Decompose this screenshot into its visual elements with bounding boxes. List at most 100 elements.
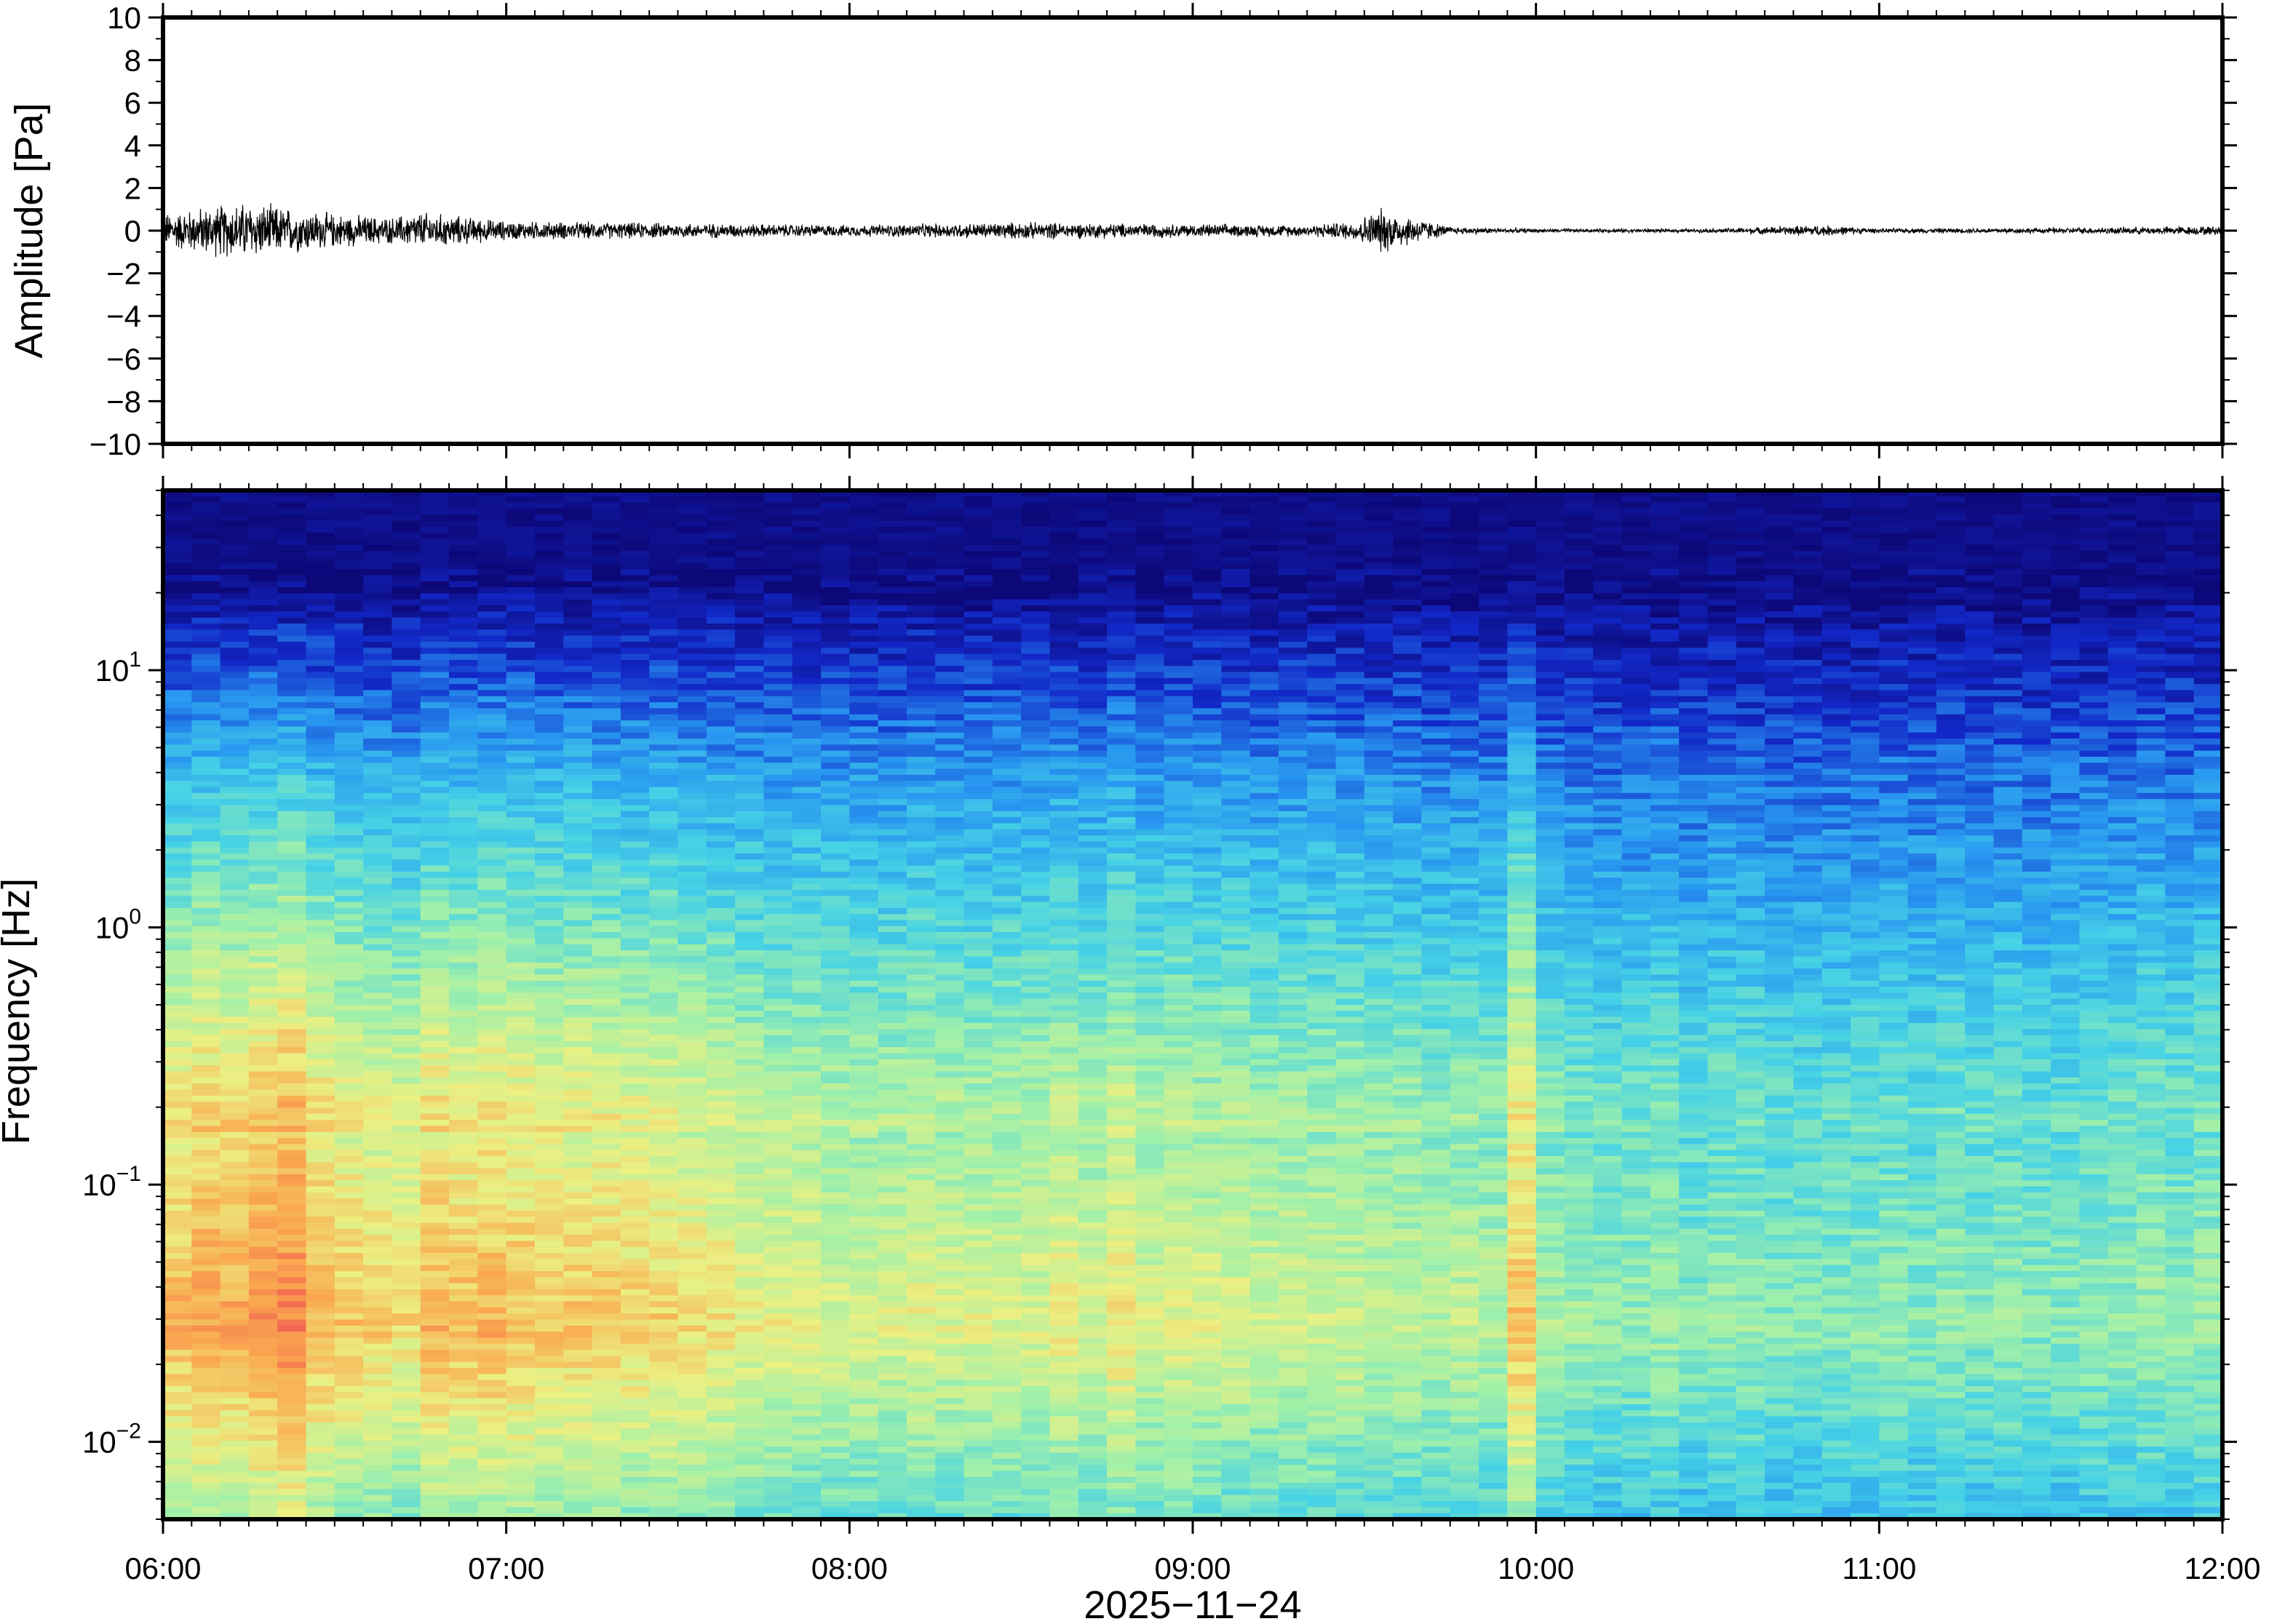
spectrogram-cell xyxy=(334,690,364,697)
spectrogram-cell xyxy=(392,811,421,818)
spectrogram-cell xyxy=(563,1470,593,1478)
spectrogram-cell xyxy=(878,1192,907,1199)
spectrogram-cell xyxy=(563,1241,593,1248)
spectrogram-cell xyxy=(620,526,650,534)
spectrogram-cell xyxy=(592,538,621,546)
spectrogram-cell xyxy=(735,968,765,976)
spectrogram-cell xyxy=(191,1083,221,1091)
spectrogram-cell xyxy=(592,1011,621,1018)
spectrogram-cell xyxy=(163,659,193,667)
spectrogram-cell xyxy=(534,1404,565,1412)
spectrogram-cell xyxy=(306,520,335,528)
spectrogram-cell xyxy=(592,1380,621,1387)
spectrogram-cell xyxy=(534,1077,565,1084)
spectrogram-cell xyxy=(563,763,593,770)
spectrogram-cell xyxy=(220,1180,250,1187)
spectrogram-cell xyxy=(763,508,793,516)
spectrogram-cell xyxy=(706,617,736,624)
spectrogram-cell xyxy=(449,926,479,933)
spectrogram-cell xyxy=(821,720,851,728)
spectrogram-cell xyxy=(534,1204,565,1211)
spectrogram-cell xyxy=(706,1410,736,1417)
spectrogram-cell xyxy=(735,938,765,945)
spectrogram-cell xyxy=(163,1380,193,1387)
spectrogram-cell xyxy=(878,581,907,588)
spectrogram-cell xyxy=(220,750,250,757)
spectrogram-cell xyxy=(534,1235,565,1242)
spectrogram-cell xyxy=(592,1446,621,1454)
spectrogram-cell xyxy=(906,1337,937,1345)
spectrogram-cell xyxy=(906,508,937,516)
spectrogram-cell xyxy=(878,1102,907,1109)
spectrogram-cell xyxy=(420,1029,450,1036)
spectrogram-cell xyxy=(334,1022,364,1030)
spectrogram-cell xyxy=(163,1095,193,1102)
spectrogram-cell xyxy=(763,1513,793,1519)
spectrogram-cell xyxy=(506,1513,536,1519)
spectrogram-cell xyxy=(735,702,765,709)
spectrogram-cell xyxy=(220,1428,250,1436)
spectrogram-cell xyxy=(592,1361,621,1369)
spectrogram-cell xyxy=(592,1313,621,1321)
spectrogram-cell xyxy=(163,605,193,613)
spectrogram-cell xyxy=(649,1053,679,1060)
spectrogram-cell xyxy=(477,823,507,830)
spectrogram-cell xyxy=(248,1476,279,1484)
spectrogram-cell xyxy=(563,1428,593,1436)
spectrogram-cell xyxy=(906,496,937,503)
spectrogram-cell xyxy=(534,544,565,552)
spectrogram-cell xyxy=(563,787,593,794)
spectrogram-cell xyxy=(763,768,793,776)
spectrogram-cell xyxy=(935,1270,965,1278)
spectrogram-cell xyxy=(506,1489,536,1496)
spectrogram-cell xyxy=(363,823,393,830)
spectrogram-cell xyxy=(792,1301,822,1308)
spectrogram-cell xyxy=(763,1022,793,1030)
spectrogram-cell xyxy=(706,805,736,812)
spectrogram-cell xyxy=(277,1295,307,1302)
spectrogram-cell xyxy=(849,956,879,963)
spectrogram-cell xyxy=(649,1374,679,1381)
spectrogram-cell xyxy=(477,992,507,1000)
spectrogram-cell xyxy=(620,1289,650,1297)
spectrogram-cell xyxy=(563,792,593,800)
spectrogram-cell xyxy=(563,575,593,582)
spectrogram-cell xyxy=(935,551,965,558)
spectrogram-cell xyxy=(363,889,393,897)
spectrogram-cell xyxy=(191,708,221,715)
spectrogram-cell xyxy=(849,714,879,721)
spectrogram-cell xyxy=(878,1476,907,1484)
spectrogram-cell xyxy=(735,1113,765,1121)
spectrogram-cell xyxy=(449,605,479,613)
spectrogram-cell xyxy=(563,823,593,830)
spectrogram-cell xyxy=(735,696,765,703)
spectrogram-cell xyxy=(220,907,250,915)
spectrogram-cell xyxy=(849,1277,879,1284)
spectrogram-cell xyxy=(878,490,907,498)
spectrogram-cell xyxy=(306,1319,335,1326)
spectrogram-cell xyxy=(248,938,279,945)
spectrogram-cell xyxy=(191,502,221,509)
spectrogram-cell xyxy=(477,1440,507,1447)
spectrogram-cell xyxy=(392,901,421,909)
spectrogram-cell xyxy=(821,1434,851,1441)
spectrogram-cell xyxy=(534,835,565,843)
spectrogram-cell xyxy=(191,901,221,909)
spectrogram-cell xyxy=(477,1253,507,1260)
spectrogram-cell xyxy=(220,992,250,1000)
spectrogram-cell xyxy=(592,1483,621,1490)
spectrogram-cell xyxy=(563,653,593,661)
spectrogram-cell xyxy=(592,750,621,757)
spectrogram-cell xyxy=(163,1386,193,1393)
spectrogram-cell xyxy=(906,1392,937,1399)
spectrogram-cell xyxy=(763,520,793,528)
spectrogram-cell xyxy=(935,1356,965,1363)
spectrogram-cell xyxy=(477,859,507,867)
spectrogram-cell xyxy=(935,1065,965,1072)
spectrogram-cell xyxy=(821,1307,851,1314)
spectrogram-cell xyxy=(563,605,593,613)
spectrogram-cell xyxy=(191,817,221,824)
spectrogram-cell xyxy=(878,1131,907,1139)
spectrogram-cell xyxy=(592,1186,621,1193)
